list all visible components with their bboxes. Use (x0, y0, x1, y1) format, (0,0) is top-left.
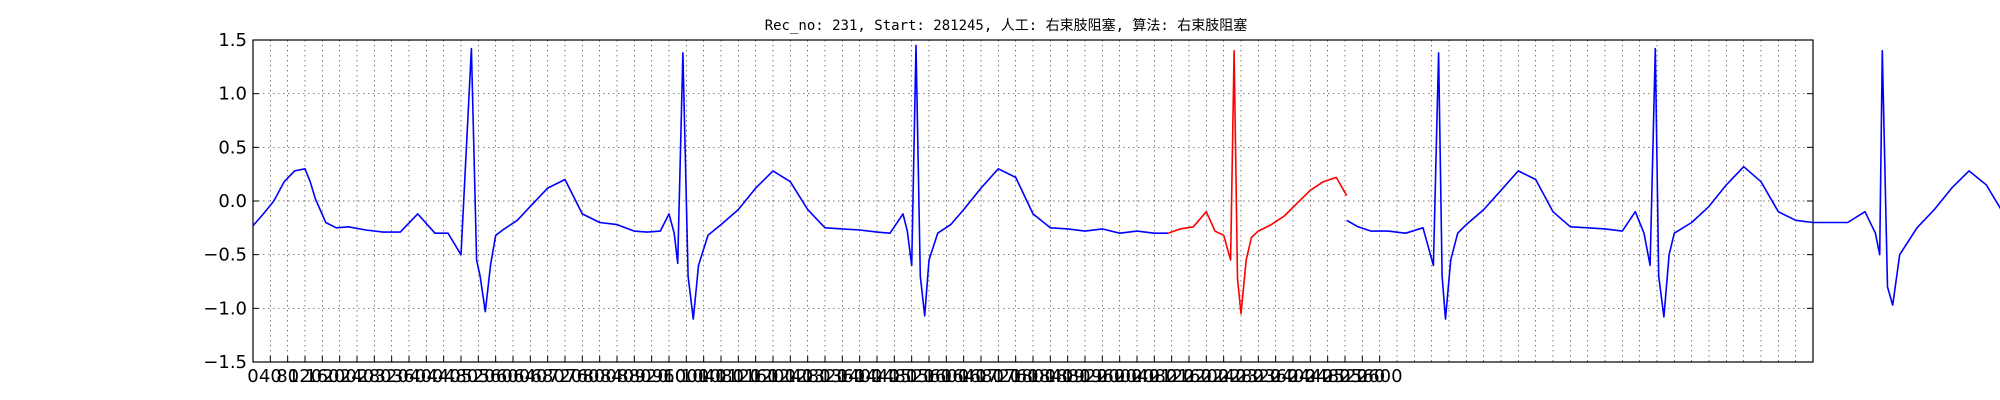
grid-layer (253, 40, 1813, 362)
x-tick-label: 320 (374, 366, 408, 387)
x-tick-label: 40 (259, 366, 282, 387)
x-tick-label: 2360 (1253, 366, 1299, 387)
x-tick-label: 1720 (975, 366, 1021, 387)
x-tick-label: 1760 (993, 366, 1039, 387)
y-tick-label: 1.0 (218, 84, 247, 105)
y-tick-label: 0.0 (218, 191, 247, 212)
x-tick-label: 1600 (923, 366, 969, 387)
x-tick-label: 720 (548, 366, 582, 387)
series-layer (252, 44, 2000, 320)
x-tick-label: 680 (530, 366, 564, 387)
x-tick-label: 2080 (1131, 366, 1177, 387)
x-tick-label: 360 (392, 366, 426, 387)
ecg-series-2 (1346, 47, 2000, 320)
x-tick-label: 800 (582, 366, 616, 387)
x-tick-label: 560 (478, 366, 512, 387)
x-tick-label: 200 (322, 366, 356, 387)
x-tick-label: 2200 (1183, 366, 1229, 387)
x-tick-label: 1080 (698, 366, 744, 387)
x-tick-label: 80 (276, 366, 299, 387)
x-tick-label: 1040 (681, 366, 727, 387)
x-tick-label: 1520 (889, 366, 935, 387)
x-tick-label: 160 (305, 366, 339, 387)
x-tick-label: 1840 (1027, 366, 1073, 387)
x-tick-label: 1160 (733, 366, 779, 387)
y-tick-label: 0.5 (218, 137, 247, 158)
x-tick-label: 1640 (941, 366, 987, 387)
x-tick-label: 2120 (1149, 366, 1195, 387)
ecg-series-1 (1167, 49, 1348, 315)
x-tick-label: 1480 (871, 366, 917, 387)
x-tick-label: 760 (565, 366, 599, 387)
x-tick-label: 1240 (767, 366, 813, 387)
x-tick-label: 2560 (1339, 366, 1385, 387)
x-tick-label: 1960 (1079, 366, 1125, 387)
x-tick-label: 1360 (819, 366, 865, 387)
x-tick-label: 1000 (663, 366, 709, 387)
y-tick-label: −1.5 (203, 352, 247, 373)
x-tick-label: 600 (496, 366, 530, 387)
x-tick-label: 520 (461, 366, 495, 387)
x-tick-label: 2320 (1235, 366, 1281, 387)
y-tick-label: −0.5 (203, 245, 247, 266)
x-tick-label: 1440 (854, 366, 900, 387)
x-tick-label: 2000 (1097, 366, 1143, 387)
x-tick-label: 1320 (802, 366, 848, 387)
x-tick-label: 2160 (1166, 366, 1212, 387)
x-tick-label: 1200 (750, 366, 796, 387)
x-tick-label: 440 (426, 366, 460, 387)
x-tick-label: 2600 (1357, 366, 1403, 387)
y-tick-label: −1.0 (203, 298, 247, 319)
x-tick-label: 2240 (1201, 366, 1247, 387)
x-tick-label: 1400 (837, 366, 883, 387)
x-tick-label: 640 (513, 366, 547, 387)
x-tick-label: 1560 (906, 366, 952, 387)
x-tick-label: 1680 (958, 366, 1004, 387)
x-tick-label: 2280 (1218, 366, 1264, 387)
y-tick-label: 1.5 (218, 30, 247, 51)
x-tick-label: 2480 (1305, 366, 1351, 387)
x-tick-label: 840 (600, 366, 634, 387)
y-axis: −1.5 −1.0 −0.5 0.0 0.5 1.0 1.5 (203, 30, 1813, 373)
x-tick-label: 960 (652, 366, 686, 387)
x-tick-label: 1880 (1045, 366, 1091, 387)
x-tick-label: 920 (634, 366, 668, 387)
x-tick-label: 1920 (1062, 366, 1108, 387)
x-axis: 0 408012016020024028032036040044048052056… (247, 356, 1403, 387)
x-tick-label: 2520 (1322, 366, 1368, 387)
x-tick-label: 120 (288, 366, 322, 387)
x-tick-label: 2040 (1114, 366, 1160, 387)
ecg-series-0 (252, 44, 1169, 320)
x-tick-label: 1120 (715, 366, 761, 387)
x-tick-label: 280 (357, 366, 391, 387)
x-tick-label: 0 (247, 366, 258, 387)
x-tick-label: 2400 (1270, 366, 1316, 387)
x-tick-label: 2440 (1287, 366, 1333, 387)
x-tick-label: 880 (617, 366, 651, 387)
chart-title: Rec_no: 231, Start: 281245, 人工: 右束肢阻塞, 算… (765, 17, 1248, 34)
x-tick-label: 240 (340, 366, 374, 387)
x-tick-label: 400 (409, 366, 443, 387)
x-tick-label: 1280 (785, 366, 831, 387)
x-tick-label: 480 (444, 366, 478, 387)
x-tick-label: 1800 (1010, 366, 1056, 387)
